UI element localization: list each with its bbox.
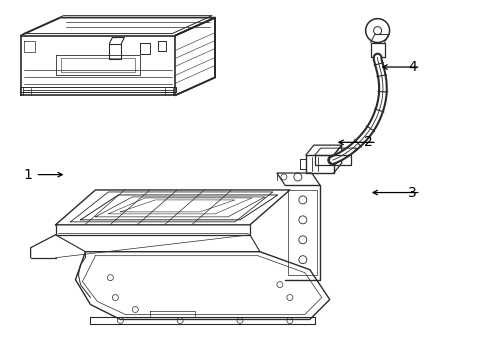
Text: 3: 3 <box>407 185 416 199</box>
Text: 2: 2 <box>364 135 372 149</box>
Text: 1: 1 <box>23 168 32 182</box>
Text: 4: 4 <box>407 60 416 74</box>
